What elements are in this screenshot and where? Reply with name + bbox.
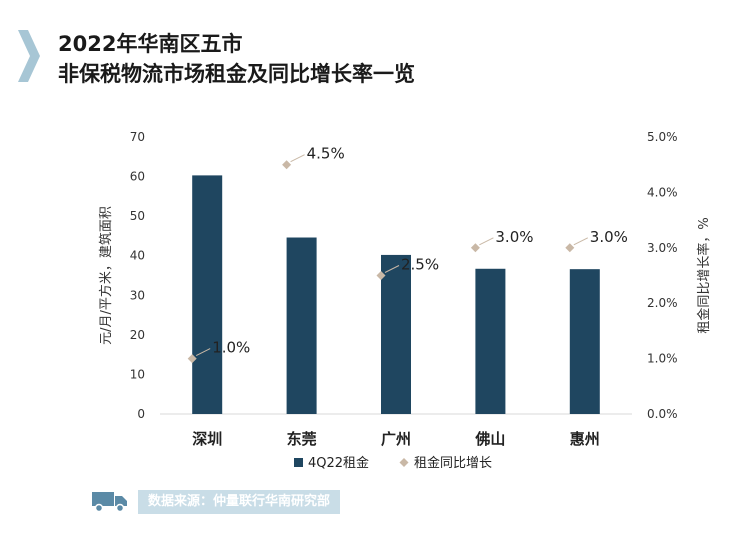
bar <box>475 268 506 414</box>
data-label: 2.5% <box>401 256 439 274</box>
y-axis-label: 元/月/平方米，建筑面积 <box>98 206 114 345</box>
growth-point <box>470 243 480 253</box>
y-tick-label: 0 <box>137 407 145 421</box>
y2-tick-label: 4.0% <box>647 185 678 199</box>
chart-subtitle: 非保税物流市场租金及同比增长率一览 <box>58 62 415 86</box>
data-label-leader <box>290 154 305 163</box>
y2-axis-label: 租金同比增长率，% <box>696 217 712 333</box>
y-tick-label: 60 <box>130 170 145 184</box>
data-label: 1.0% <box>212 339 250 357</box>
data-label-leader <box>479 237 494 246</box>
data-label-leader <box>384 265 400 273</box>
truck-icon <box>92 492 127 513</box>
y-tick-label: 70 <box>130 130 145 144</box>
y-tick-label: 10 <box>130 367 145 381</box>
category-label: 深圳 <box>192 430 222 448</box>
y-tick-label: 50 <box>130 209 145 223</box>
growth-point <box>565 243 575 253</box>
y-tick-label: 30 <box>130 288 145 302</box>
y2-tick-label: 0.0% <box>647 407 678 421</box>
bar <box>569 269 600 414</box>
bar <box>192 175 223 414</box>
chevron-right-icon <box>18 30 40 82</box>
y2-tick-label: 1.0% <box>647 352 678 366</box>
legend-label: 4Q22租金 <box>308 455 369 471</box>
growth-point <box>187 354 197 364</box>
data-label-leader <box>573 237 589 246</box>
data-label: 4.5% <box>307 145 345 163</box>
y-tick-label: 40 <box>130 249 145 263</box>
chart-title: 2022年华南区五市 <box>58 32 243 56</box>
category-label: 惠州 <box>570 430 600 448</box>
y2-tick-label: 2.0% <box>647 296 678 310</box>
legend-swatch-bar <box>294 458 303 467</box>
data-label: 3.0% <box>495 228 533 246</box>
legend-label: 租金同比增长 <box>414 455 492 471</box>
category-label: 东莞 <box>287 430 317 448</box>
category-label: 广州 <box>381 430 411 448</box>
source-note: 数据来源：仲量联行华南研究部 <box>138 490 341 514</box>
growth-point <box>376 271 386 280</box>
y2-tick-label: 5.0% <box>647 130 678 144</box>
bar <box>286 237 317 414</box>
category-label: 佛山 <box>474 430 505 448</box>
growth-point <box>282 160 292 170</box>
legend-swatch-point <box>399 458 409 467</box>
y2-tick-label: 3.0% <box>647 241 678 255</box>
bar <box>381 254 411 414</box>
data-label-leader <box>195 348 211 357</box>
y-tick-label: 20 <box>130 328 145 342</box>
data-label: 3.0% <box>590 228 628 246</box>
